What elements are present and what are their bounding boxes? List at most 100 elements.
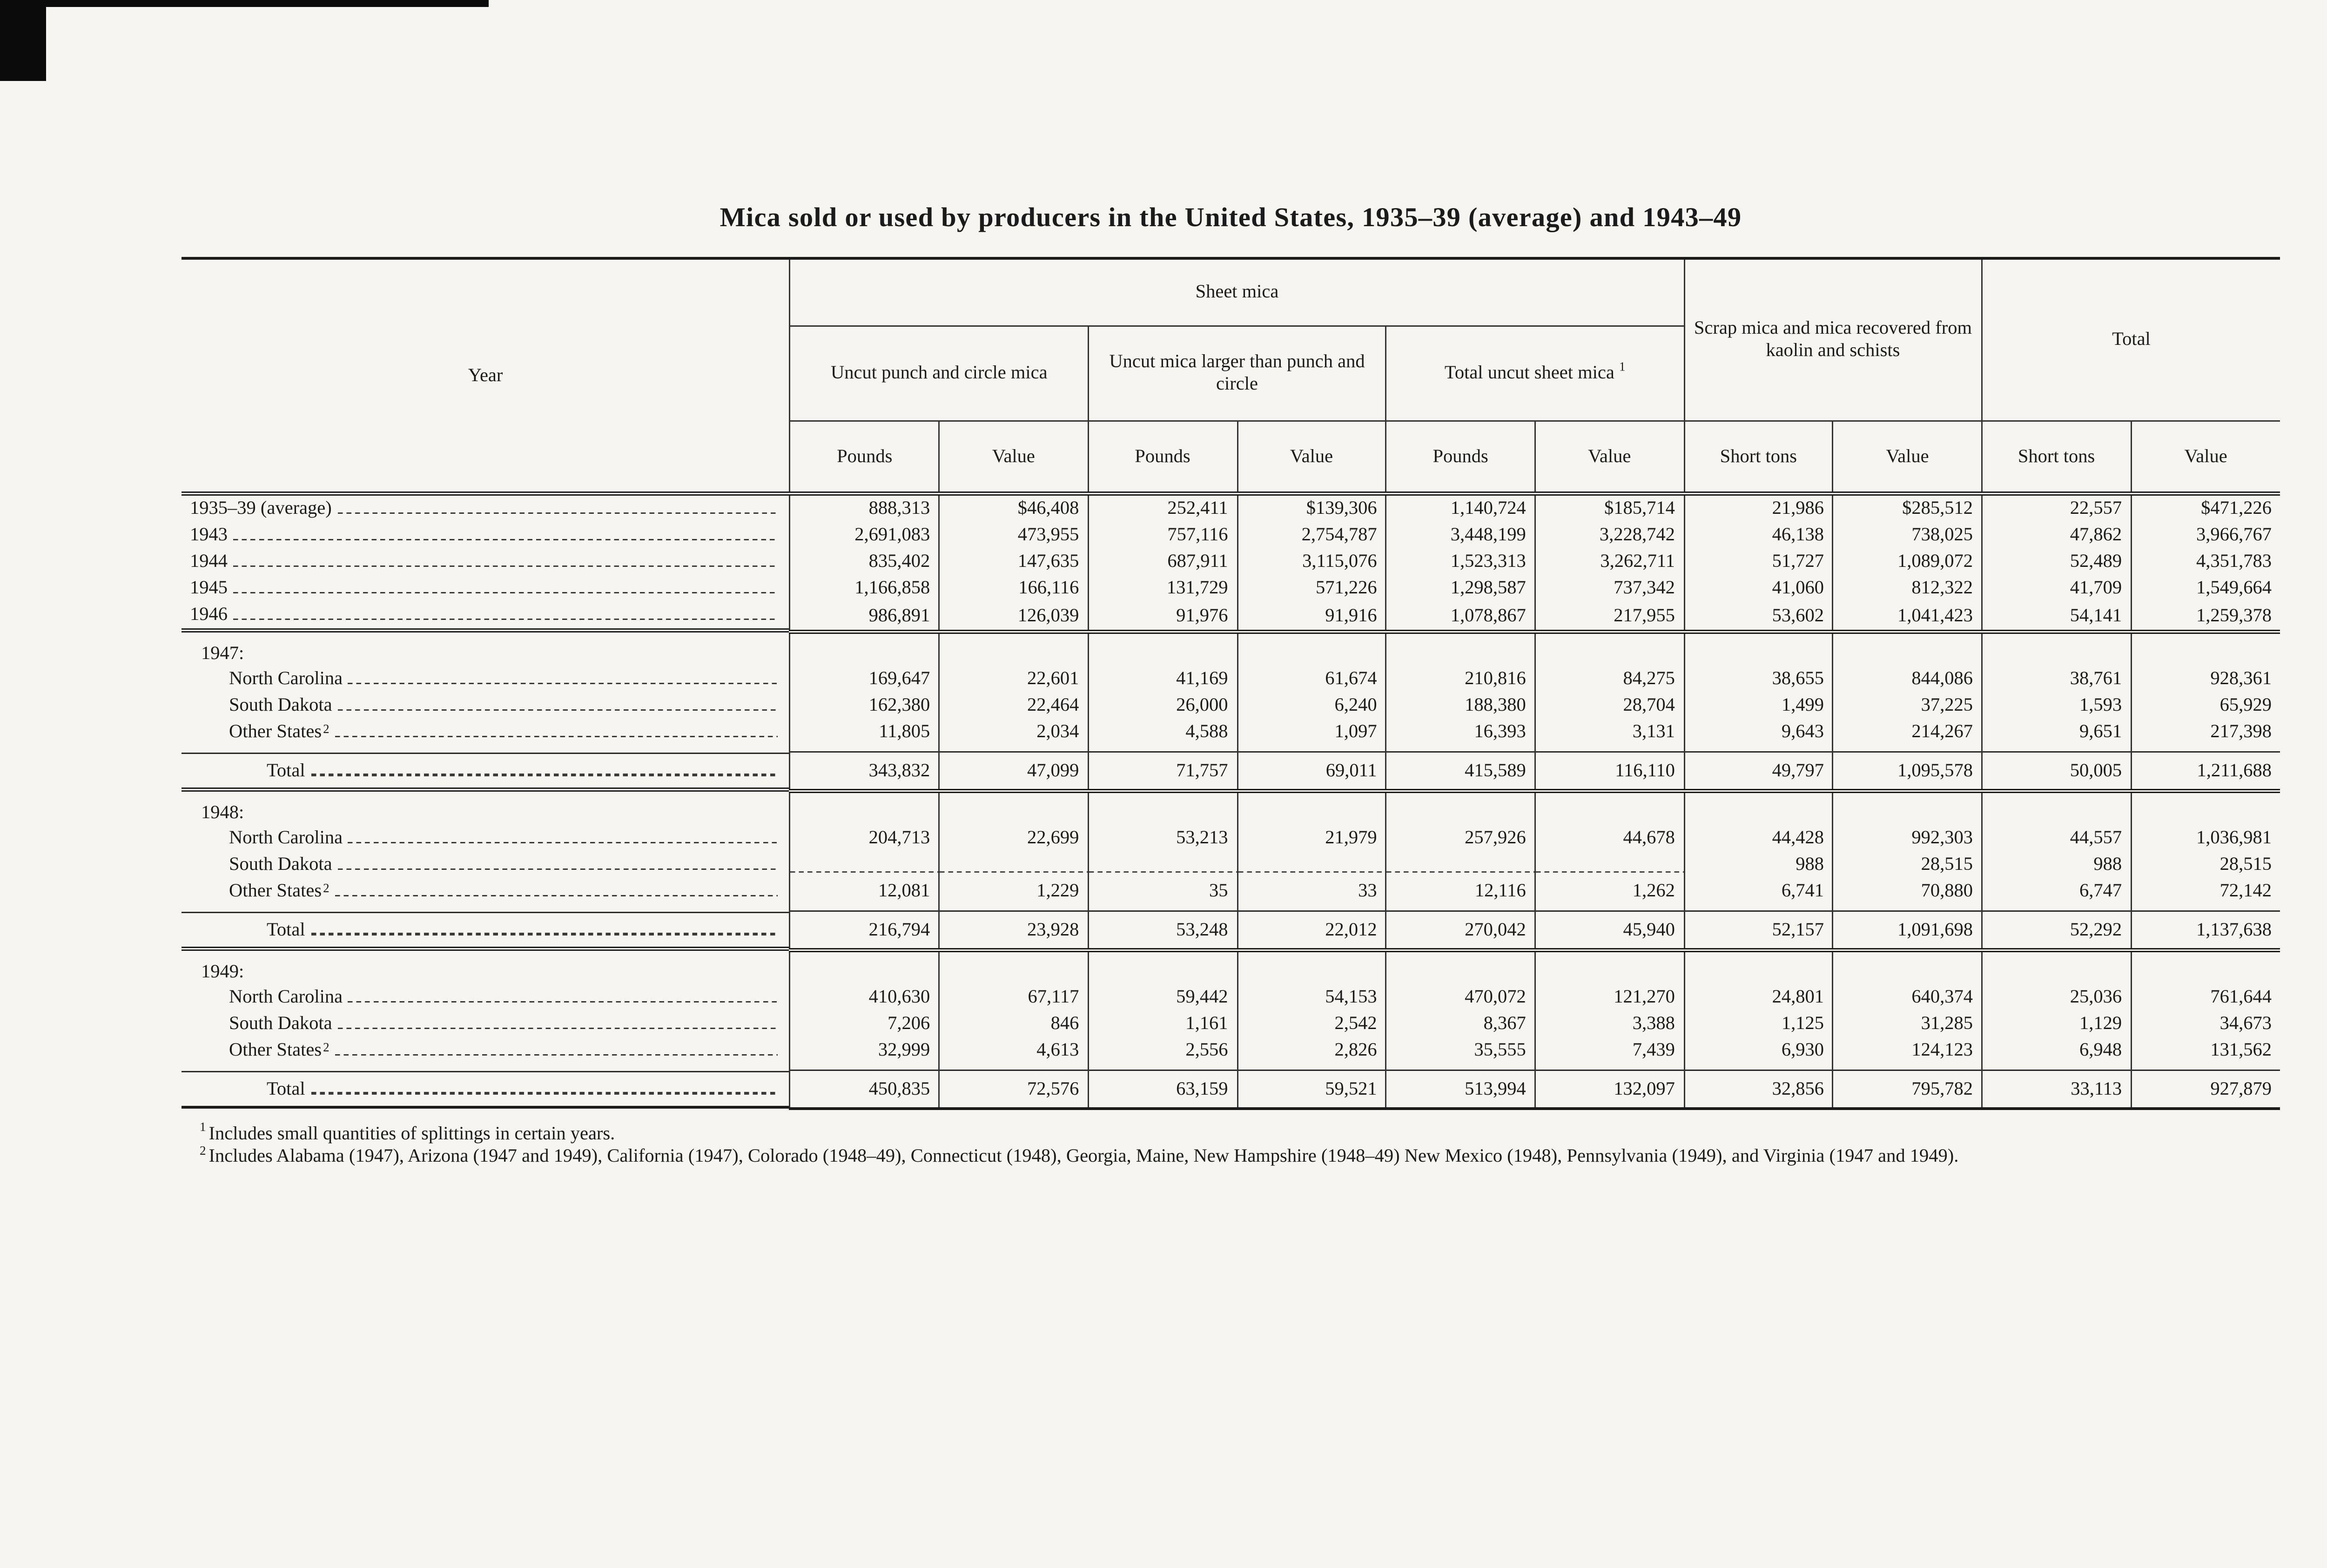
value-cell [1236, 632, 1386, 666]
value-cell: 252,411 [1087, 493, 1237, 522]
footnote-ref-1: 1 [1619, 359, 1626, 374]
value-cell [1087, 950, 1237, 984]
value-cell: 2,556 [1087, 1036, 1237, 1070]
value-cell: 4,613 [938, 1036, 1088, 1070]
value-cell: 116,110 [1534, 751, 1684, 793]
data-row: Other States 2 12,081 1,229 35 33 12,116 1,262… [182, 877, 2280, 911]
value-cell: 22,557 [1981, 493, 2131, 522]
value-cell: 91,916 [1236, 601, 1386, 634]
value-cell: 25,036 [1981, 983, 2131, 1010]
row-label: 1935–39 (average) [190, 497, 332, 518]
dotted-leader [337, 708, 779, 711]
row-label: 1945 [190, 577, 228, 598]
value-cell: 21,979 [1236, 824, 1386, 851]
value-cell: 23,928 [938, 910, 1088, 952]
value-cell: 4,588 [1087, 718, 1237, 752]
row-label: Total [267, 918, 305, 939]
value-cell: 216,794 [789, 910, 939, 952]
header-row-subgroups: Uncut punch and circle mica Uncut mica l… [182, 325, 2280, 421]
value-cell: 640,374 [1832, 983, 1982, 1010]
value-cell [1385, 851, 1535, 878]
row-label: Other States [229, 720, 322, 741]
data-row: North Carolina 169,647 22,601 41,169 61,674 2… [182, 665, 2280, 692]
value-cell: 52,157 [1683, 910, 1833, 952]
value-cell [1981, 632, 2131, 666]
value-cell: 1,140,724 [1385, 493, 1535, 522]
value-cell [1981, 950, 2131, 984]
value-cell: 928,361 [2130, 665, 2280, 692]
value-cell: 34,673 [2130, 1010, 2280, 1037]
value-cell: 126,039 [938, 601, 1088, 634]
value-cell: 210,816 [1385, 665, 1535, 692]
value-cell: 738,025 [1832, 521, 1982, 548]
row-label-cell: 1944 [182, 548, 789, 575]
empty-cell-dash [940, 871, 1088, 873]
value-cell: 28,704 [1534, 692, 1684, 719]
value-cell [938, 632, 1088, 666]
row-label: Other States [229, 880, 322, 901]
data-row: North Carolina 410,630 67,117 59,442 54,153 4… [182, 983, 2280, 1010]
value-cell: 53,602 [1683, 601, 1833, 634]
value-cell: 988 [1981, 851, 2131, 878]
unit-header-value: Value [2130, 420, 2280, 495]
table-body: 1935–39 (average) 888,313 $46,408 252,411 $1… [182, 493, 2280, 1110]
dotted-leader [335, 894, 779, 896]
value-cell [1087, 791, 1237, 825]
footnote-2: 2 Includes Alabama (1947), Arizona (1947 … [182, 1144, 2280, 1168]
value-cell: 217,955 [1534, 601, 1684, 634]
value-cell: 1,129 [1981, 1010, 2131, 1037]
dotted-leader [337, 511, 779, 514]
value-cell [2130, 632, 2280, 666]
value-cell: 470,072 [1385, 983, 1535, 1010]
value-cell: 44,557 [1981, 824, 2131, 851]
value-cell: 1,523,313 [1385, 548, 1535, 575]
footnote-1-marker: 1 [200, 1120, 206, 1134]
dotted-leader [310, 1092, 779, 1094]
row-label-cell: Other States 2 [182, 1037, 789, 1070]
unit-header-short-tons: Short tons [1683, 420, 1833, 495]
value-cell: 162,380 [789, 692, 939, 719]
data-row: 1946 986,891 126,039 91,976 91,916 1,078,867 2… [182, 601, 2280, 634]
col-group-total: Total [1981, 258, 2280, 421]
value-cell: 12,081 [789, 877, 939, 911]
value-cell: 6,930 [1683, 1036, 1833, 1070]
value-cell [1832, 632, 1982, 666]
value-cell: 44,428 [1683, 824, 1833, 851]
value-cell: 6,747 [1981, 877, 2131, 911]
value-cell [1236, 851, 1386, 878]
data-row: South Dakota 7,206 846 1,161 2,542 8,367 3,388… [182, 1010, 2280, 1037]
value-cell [2130, 791, 2280, 825]
row-label: North Carolina [229, 986, 343, 1007]
footnote-1: 1 Includes small quantities of splittings… [182, 1120, 2280, 1145]
value-cell: 1,089,072 [1832, 548, 1982, 575]
empty-cell-dash [1386, 871, 1534, 873]
value-cell: 4,351,783 [2130, 548, 2280, 575]
col-header-year: Year [182, 258, 790, 495]
unit-header-value: Value [1832, 420, 1982, 495]
empty-cell-dash [1237, 871, 1385, 873]
value-cell: 28,515 [2130, 851, 2280, 878]
value-cell: 49,797 [1683, 751, 1833, 793]
value-cell: 3,115,076 [1236, 548, 1386, 575]
dotted-leader [233, 538, 779, 540]
value-cell: 6,240 [1236, 692, 1386, 719]
value-cell: 38,655 [1683, 665, 1833, 692]
value-cell: 988 [1683, 851, 1833, 878]
dotted-leader [233, 565, 779, 567]
value-cell: 22,699 [938, 824, 1088, 851]
unit-header-pounds: Pounds [1087, 420, 1237, 495]
data-row: 1943 2,691,083 473,955 757,116 2,754,787 3,44… [182, 521, 2280, 548]
unit-header-value: Value [1236, 420, 1386, 495]
row-label-cell: Other States 2 [182, 878, 789, 911]
value-cell: 3,966,767 [2130, 521, 2280, 548]
value-cell [1385, 791, 1535, 825]
value-cell: $185,714 [1534, 493, 1684, 522]
scan-artifact-corner [0, 0, 46, 81]
value-cell [1981, 791, 2131, 825]
value-cell: 72,576 [938, 1070, 1088, 1110]
value-cell: 26,000 [1087, 692, 1237, 719]
unit-header-value: Value [938, 420, 1088, 495]
value-cell [1832, 791, 1982, 825]
value-cell [789, 791, 939, 825]
row-label: South Dakota [229, 1012, 332, 1033]
